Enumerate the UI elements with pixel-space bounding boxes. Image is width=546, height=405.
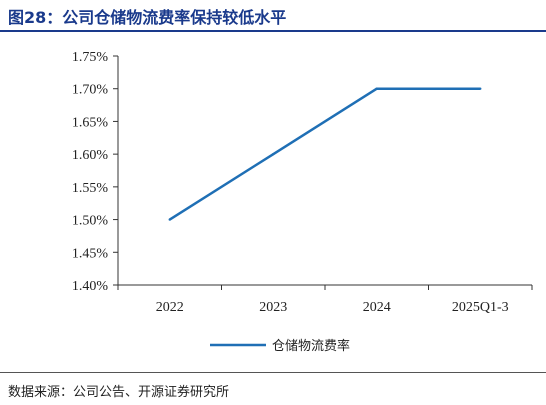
source-divider	[0, 372, 546, 373]
y-tick-label: 1.45%	[72, 246, 109, 261]
x-tick-label: 2025Q1-3	[452, 300, 509, 315]
x-tick-label: 2022	[156, 300, 184, 315]
y-tick-label: 1.65%	[72, 115, 109, 130]
y-tick-label: 1.75%	[72, 50, 109, 65]
title-divider	[0, 30, 546, 32]
data-point	[375, 87, 378, 90]
chart-title: 图28：公司仓储物流费率保持较低水平	[8, 8, 287, 27]
x-tick-label: 2024	[363, 300, 391, 315]
legend: 仓储物流费率	[210, 338, 350, 354]
y-tick-label: 1.60%	[72, 148, 109, 163]
y-tick-label: 1.50%	[72, 214, 109, 229]
y-tick-label: 1.55%	[72, 181, 109, 196]
source-note: 数据来源：公司公告、开源证券研究所	[8, 385, 230, 400]
x-tick-label: 2023	[259, 300, 287, 315]
y-axis-ticks: 1.40% 1.45% 1.50% 1.55% 1.60% 1.65% 1.70% 1.75%	[72, 50, 118, 294]
axes	[117, 56, 532, 286]
data-point	[272, 152, 275, 156]
y-tick-label: 1.40%	[72, 279, 109, 294]
data-point	[168, 218, 171, 221]
chart-area: 1.40% 1.45% 1.50% 1.55% 1.60% 1.65% 1.70% 1.75%…	[72, 50, 533, 354]
series-line	[169, 87, 481, 221]
data-point	[479, 87, 482, 90]
series-layer	[168, 87, 482, 221]
legend-label: 仓储物流费率	[272, 338, 350, 354]
y-tick-label: 1.70%	[72, 83, 109, 98]
x-axis-ticks: 2022 2023 2024 2025Q1-3	[117, 285, 533, 315]
